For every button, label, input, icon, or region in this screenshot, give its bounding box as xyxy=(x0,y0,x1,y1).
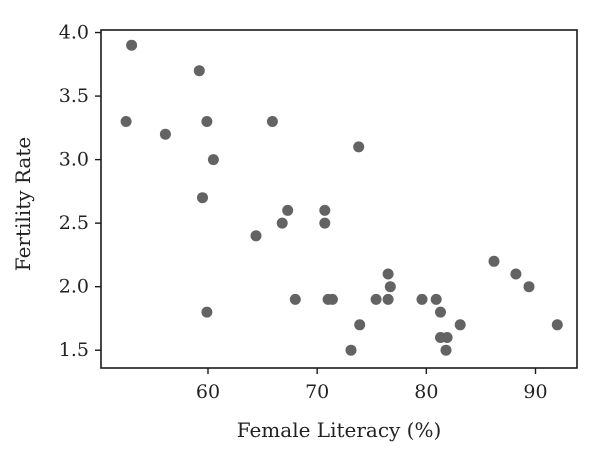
ticks-layer: 60 70 80 90 1.5 2.0 2.5 3.0 3.5 4.0 xyxy=(59,22,548,403)
data-point-5 xyxy=(197,192,208,204)
x-tick-label-70: 70 xyxy=(305,381,329,403)
data-point-2 xyxy=(120,116,132,127)
data-point-25 xyxy=(416,293,428,305)
data-point-26 xyxy=(430,293,442,305)
data-point-17 xyxy=(326,293,338,305)
y-tick-label-3: 3.0 xyxy=(59,149,89,171)
data-point-34 xyxy=(523,281,535,293)
y-axis-title: Fertility Rate xyxy=(11,137,35,271)
y-tick-label-1.5: 1.5 xyxy=(59,339,89,361)
data-point-19 xyxy=(354,319,366,331)
data-point-4 xyxy=(193,65,205,77)
x-tick-label-60: 60 xyxy=(196,381,220,403)
data-point-29 xyxy=(441,332,453,343)
data-point-31 xyxy=(454,319,466,331)
data-point-7 xyxy=(207,154,219,166)
data-point-12 xyxy=(282,204,294,216)
data-point-27 xyxy=(435,306,446,318)
data-point-14 xyxy=(319,204,331,216)
data-point-8 xyxy=(201,306,213,318)
data-point-22 xyxy=(382,268,394,280)
data-point-24 xyxy=(384,281,396,293)
data-point-9 xyxy=(250,230,262,242)
data-point-13 xyxy=(289,293,301,305)
y-tick-label-4: 4.0 xyxy=(59,22,89,44)
plot-frame xyxy=(100,29,578,369)
y-tick-label-2.5: 2.5 xyxy=(59,212,89,234)
data-point-18 xyxy=(353,141,365,153)
data-point-6 xyxy=(201,116,213,127)
data-point-15 xyxy=(319,217,331,229)
data-point-35 xyxy=(551,319,563,331)
data-point-10 xyxy=(266,116,278,127)
data-point-11 xyxy=(276,217,288,229)
data-point-33 xyxy=(510,268,522,280)
data-point-1 xyxy=(126,39,138,51)
data-point-21 xyxy=(370,293,382,305)
x-tick-label-90: 90 xyxy=(523,381,547,403)
points-layer xyxy=(120,39,563,356)
data-point-3 xyxy=(159,128,171,140)
data-point-32 xyxy=(488,255,500,267)
x-axis-title: Female Literacy (%) xyxy=(237,418,442,442)
y-tick-label-2: 2.0 xyxy=(59,276,89,298)
y-tick-label-3.5: 3.5 xyxy=(59,85,89,107)
data-point-30 xyxy=(440,344,452,356)
x-tick-label-80: 80 xyxy=(414,381,438,403)
data-point-20 xyxy=(345,344,357,356)
data-point-23 xyxy=(382,293,394,305)
